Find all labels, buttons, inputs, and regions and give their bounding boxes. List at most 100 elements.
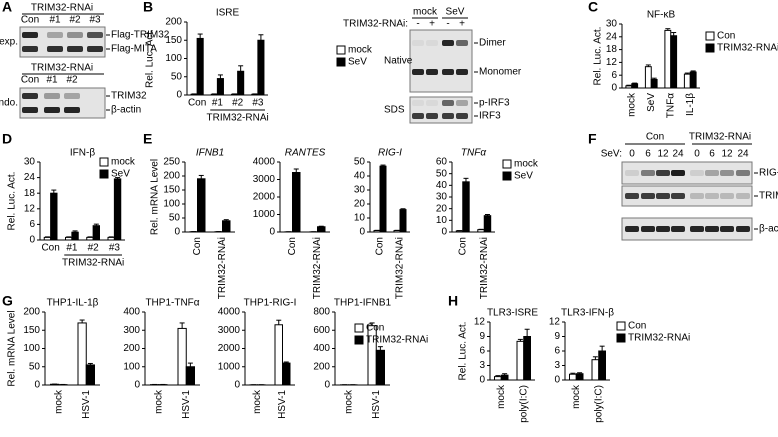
- x-tick-label: HSV-1: [277, 390, 288, 419]
- blot-band: [412, 69, 424, 75]
- y-tick-label: 12: [24, 203, 36, 214]
- blot-band: [690, 193, 704, 199]
- blot-band: [736, 193, 750, 199]
- blot-title: TRIM32-RNAi: [31, 3, 93, 14]
- blot-band: [720, 170, 734, 176]
- lane-label: Con: [21, 15, 39, 26]
- bar: [177, 327, 187, 386]
- bar: [477, 229, 485, 233]
- lane-label: -: [416, 19, 419, 30]
- y-tick-label: 9: [479, 331, 485, 342]
- x-tick-label: HSV-1: [371, 390, 382, 419]
- y-axis-label: Rel. Luc. Act.: [593, 27, 604, 86]
- y-tick-label: 24: [24, 172, 36, 183]
- y-tick-label: 0: [611, 83, 617, 94]
- x-tick-label: mock: [252, 389, 263, 414]
- x-tick-label: HSV-1: [181, 390, 192, 419]
- legend-label: Con: [717, 31, 735, 42]
- y-tick-label: 100: [163, 199, 180, 210]
- legend-swatch: [336, 45, 346, 55]
- legend-swatch: [616, 333, 626, 343]
- legend-label: mock: [111, 157, 136, 168]
- blot-band: [705, 170, 719, 176]
- blot-side-label: endo.: [0, 98, 18, 109]
- x-tick-label: Con: [188, 98, 206, 109]
- bar: [575, 373, 584, 381]
- y-tick-label: 50: [436, 168, 448, 179]
- y-tick-label: 0: [234, 380, 240, 391]
- y-tick-label: 50: [354, 157, 366, 168]
- x-tick-label: IL-1β: [685, 93, 696, 116]
- blot-membrane: [621, 161, 753, 185]
- blot-band: [442, 69, 454, 75]
- legend-swatch: [354, 335, 364, 345]
- band-label: Dimer: [479, 38, 506, 49]
- x-tick-label: TRIM32-RNAi: [217, 237, 228, 299]
- legend-label: SeV: [348, 57, 367, 68]
- y-tick-label: 0: [554, 375, 560, 386]
- band-label: RIG-I: [759, 168, 778, 179]
- y-axis-label: Rel. Luc. Act.: [145, 29, 156, 88]
- band-label: IRF3: [479, 111, 501, 122]
- blot-band: [47, 46, 63, 52]
- panel-letter: C: [588, 0, 598, 15]
- blot-band: [67, 32, 83, 38]
- bar: [85, 364, 95, 386]
- blot-band: [456, 40, 468, 46]
- blot-band: [426, 40, 438, 46]
- blot-band: [656, 170, 670, 176]
- y-axis-label: Rel. mRNA Level: [150, 159, 161, 235]
- subplot-title: NF-κB: [647, 10, 676, 21]
- bar: [375, 349, 385, 386]
- bar: [222, 220, 231, 233]
- blot-band: [736, 226, 750, 232]
- lane-label: #1: [46, 75, 58, 86]
- x-tick-label: poly(I:C): [593, 385, 604, 423]
- blot-band: [625, 170, 639, 176]
- x-tick-label: Con: [457, 237, 468, 255]
- bar: [569, 373, 577, 381]
- blot-band: [641, 193, 655, 199]
- lane-label: #1: [49, 15, 61, 26]
- blot-band: [22, 32, 38, 38]
- blot-band: [705, 193, 719, 199]
- y-tick-label: 10: [436, 215, 448, 226]
- y-tick-label: 6: [479, 346, 485, 357]
- bar: [631, 83, 639, 89]
- x-tick-label: #1: [66, 243, 78, 254]
- treatment-label: SeV:: [601, 149, 622, 160]
- x-tick-label: #3: [109, 243, 121, 254]
- y-tick-label: 6: [554, 346, 560, 357]
- legend-swatch: [336, 57, 346, 67]
- band-label: Flag-TRIM32: [111, 30, 170, 41]
- y-tick-label: 200: [23, 307, 40, 318]
- lane-label: 12: [721, 149, 733, 160]
- blot-band: [426, 113, 438, 119]
- y-tick-label: 12: [474, 317, 486, 328]
- blot-membrane: [621, 217, 753, 241]
- blot-band: [456, 69, 468, 75]
- band-label: Monomer: [479, 67, 522, 78]
- bar: [113, 178, 122, 241]
- subplot-title: IFN-β: [70, 148, 95, 159]
- subplot-title: RANTES: [285, 148, 326, 159]
- x-tick-label: Con: [287, 237, 298, 255]
- blot-band: [22, 46, 38, 52]
- lane-label: 0: [629, 149, 635, 160]
- y-tick-label: 6: [29, 219, 35, 230]
- x-tick-label: mock: [626, 92, 637, 117]
- y-tick-label: 0: [34, 380, 40, 391]
- legend-label: SeV: [514, 171, 533, 182]
- legend-label: Con: [628, 321, 646, 332]
- y-axis-label: Rel. Luc. Act.: [7, 172, 18, 231]
- blot-band: [426, 100, 438, 106]
- x-tick-label: Con: [375, 237, 386, 255]
- y-tick-label: 0: [176, 90, 182, 101]
- bar: [462, 181, 470, 233]
- bar: [50, 192, 58, 241]
- bar: [282, 362, 291, 386]
- y-tick-label: 200: [165, 17, 182, 28]
- y-tick-label: 600: [313, 325, 330, 336]
- bar: [683, 73, 691, 89]
